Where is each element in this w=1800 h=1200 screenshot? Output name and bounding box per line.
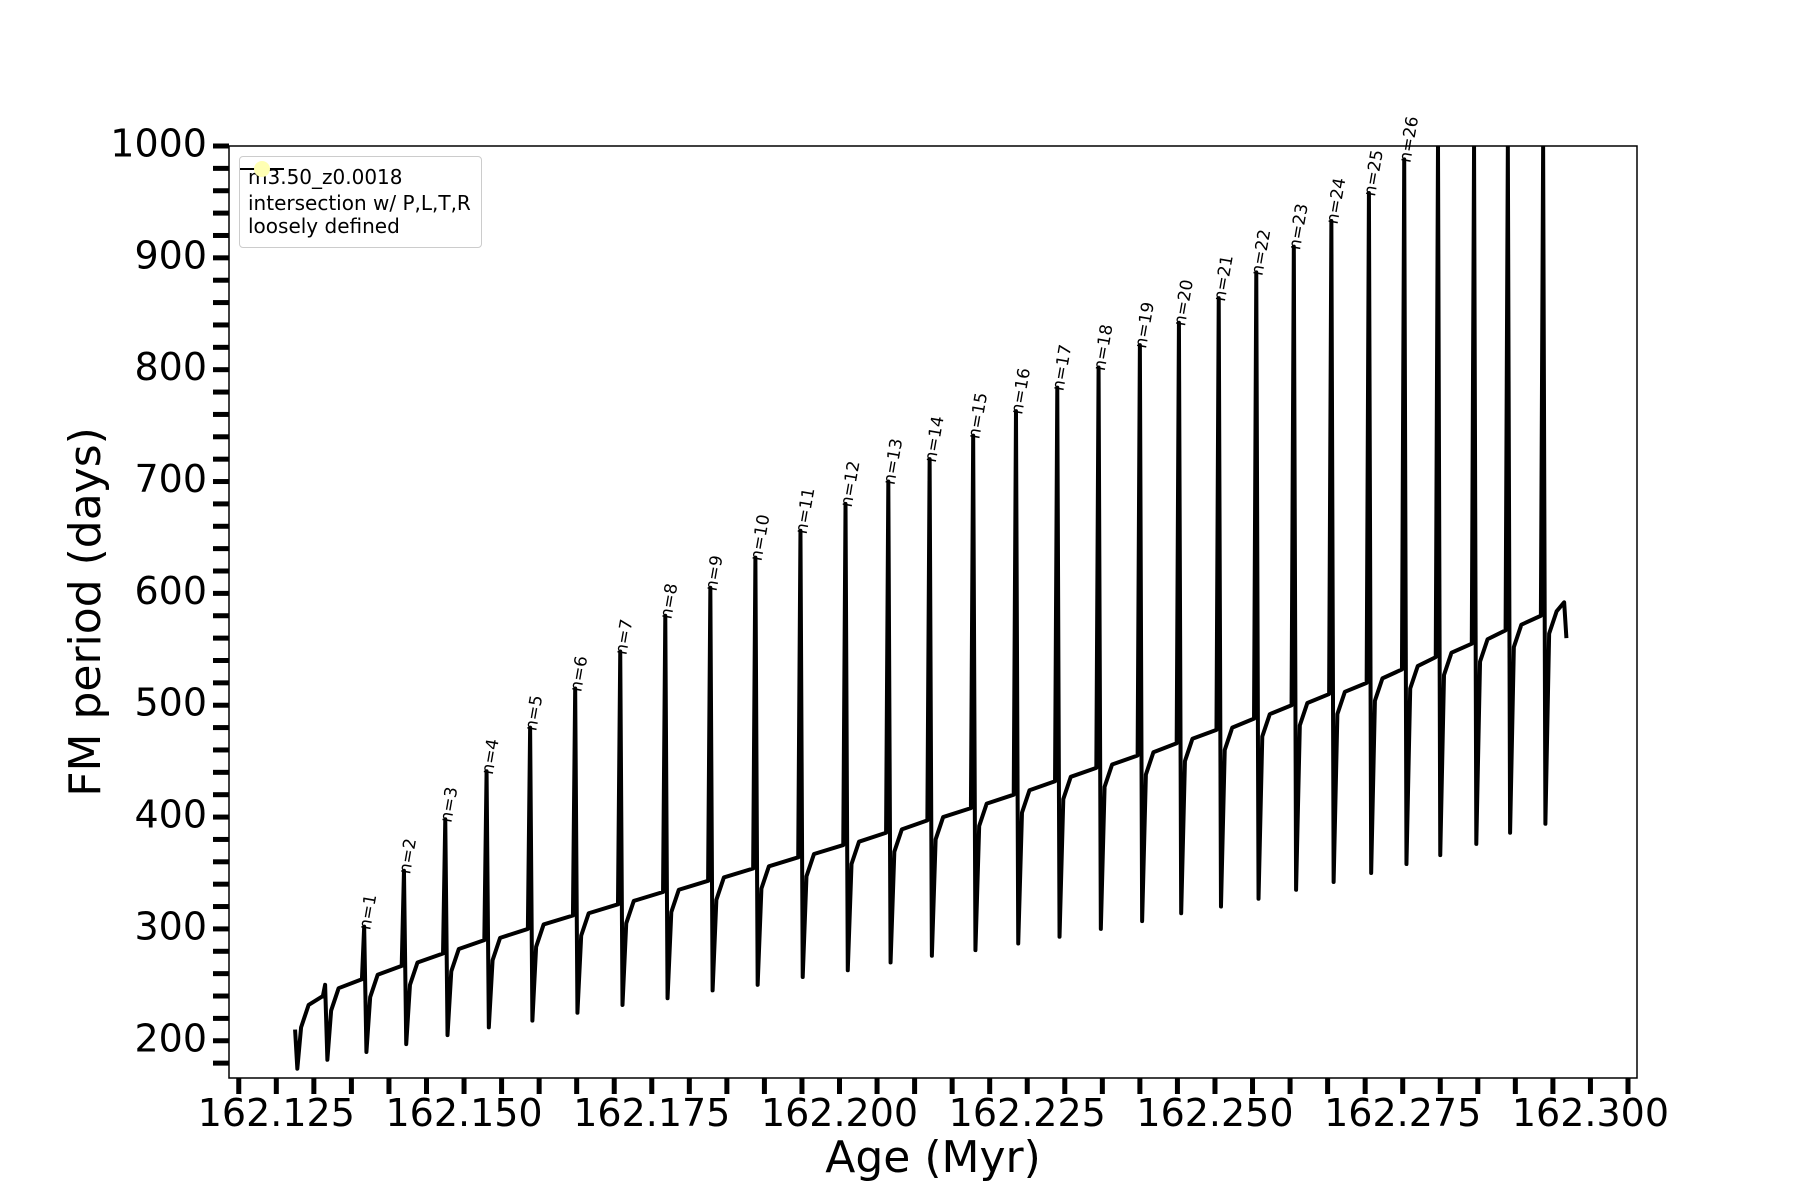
y-tick-label: 200: [134, 1016, 207, 1060]
annotation: n=8: [657, 582, 683, 621]
annotation: n=1: [355, 893, 381, 932]
annotation: n=11: [792, 486, 820, 535]
y-tick-label: 600: [134, 569, 207, 613]
annotation: n=7: [611, 618, 637, 657]
legend-entry: intersection w/ P,L,T,R loosely defined: [248, 161, 471, 238]
legend-label: m3.50_z0.0018: [248, 165, 403, 189]
x-tick-label: 162.200: [761, 1091, 918, 1135]
annotation: n=21: [1210, 254, 1238, 303]
annotation: n=9: [702, 554, 728, 593]
x-tick-label: 162.300: [1512, 1091, 1669, 1135]
annotation: n=16: [1007, 367, 1035, 416]
legend-marker: [254, 161, 270, 177]
y-tick-label: 1000: [110, 122, 207, 166]
annotation: n=12: [837, 459, 865, 508]
annotation: n=2: [395, 837, 421, 876]
annotation: n=15: [964, 391, 992, 440]
x-tick-label: 162.250: [1136, 1091, 1293, 1135]
annotation: n=18: [1090, 323, 1118, 372]
annotation: n=13: [880, 437, 908, 486]
series-line: [293, 146, 1569, 1071]
y-tick-label: 900: [134, 233, 207, 277]
annotation: n=20: [1170, 278, 1198, 327]
annotation: n=6: [566, 655, 592, 694]
y-tick-label: 700: [134, 457, 207, 501]
x-tick-label: 162.175: [573, 1091, 730, 1135]
annotation: n=3: [436, 785, 462, 824]
legend: m3.50_z0.0018 intersection w/ P,L,T,R loo…: [239, 156, 482, 248]
annotation: n=25: [1360, 148, 1388, 197]
annotation: n=19: [1131, 301, 1159, 350]
annotation: n=14: [921, 415, 949, 464]
y-tick-label: 800: [134, 345, 207, 389]
x-tick-label: 162.125: [198, 1091, 355, 1135]
x-tick-label: 162.225: [949, 1091, 1106, 1135]
x-tick-label: 162.150: [385, 1091, 542, 1135]
annotation: n=10: [747, 513, 775, 562]
annotation: n=26: [1395, 115, 1423, 164]
y-axis-label: FM period (days): [60, 427, 111, 797]
x-axis-label: Age (Myr): [825, 1132, 1041, 1183]
y-tick-label: 400: [134, 793, 207, 837]
legend-key: [254, 161, 270, 177]
annotation: n=5: [521, 694, 547, 733]
annotation: n=23: [1285, 202, 1313, 251]
legend-label: intersection w/ P,L,T,R loosely defined: [248, 191, 471, 238]
plot-frame: [228, 145, 1638, 1079]
annotation: n=24: [1323, 176, 1351, 225]
y-tick-label: 300: [134, 904, 207, 948]
y-tick-label: 500: [134, 681, 207, 725]
annotation: n=4: [478, 737, 504, 776]
annotation: n=17: [1049, 343, 1077, 392]
x-tick-label: 162.275: [1324, 1091, 1481, 1135]
annotation: n=22: [1248, 228, 1276, 277]
